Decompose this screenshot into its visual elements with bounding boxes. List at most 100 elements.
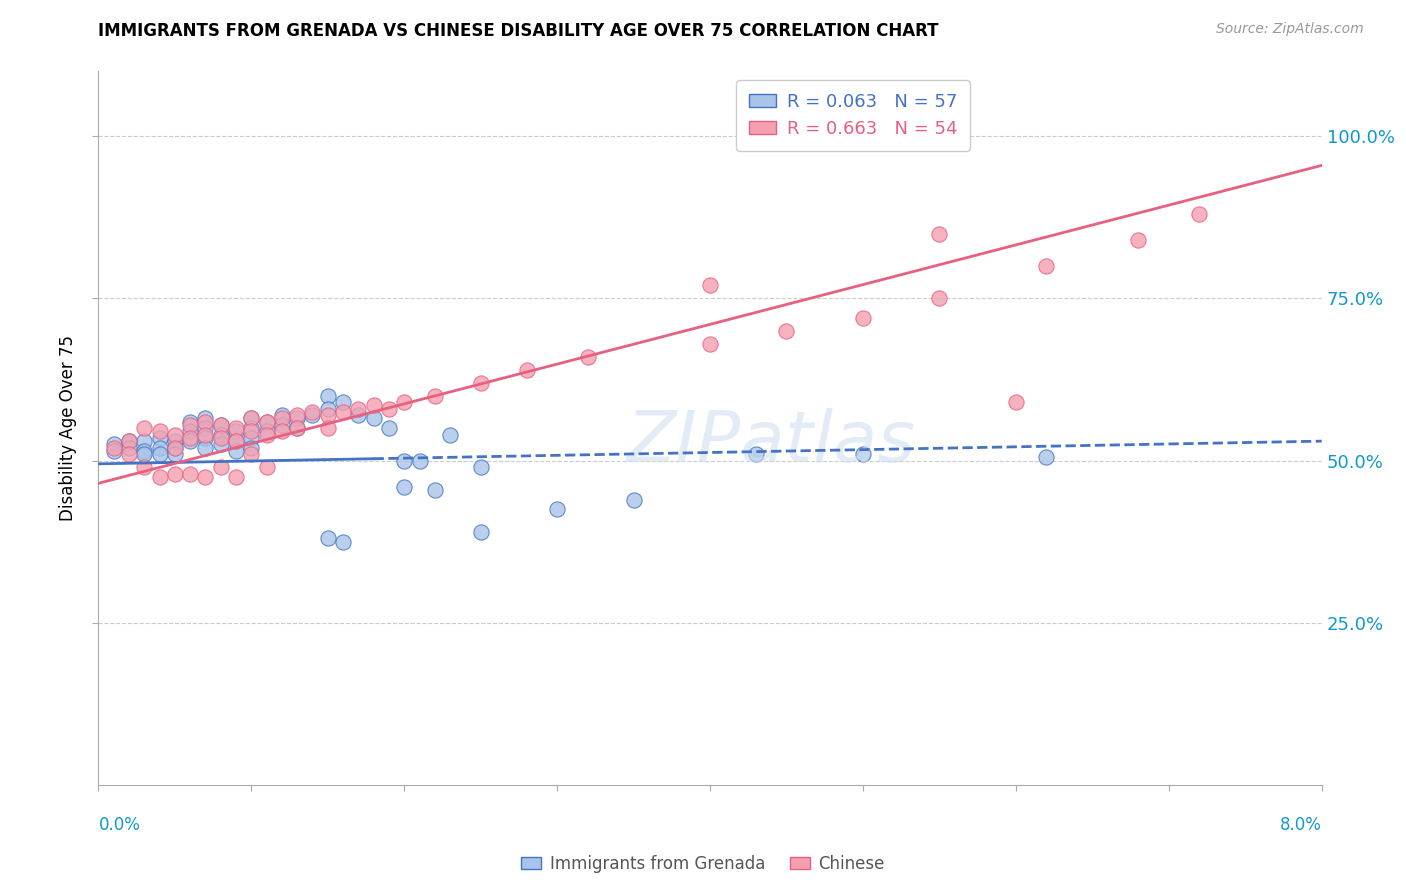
Point: [240, 411, 263, 425]
Point: [316, 401, 339, 416]
Point: [163, 427, 186, 442]
Point: [1035, 450, 1057, 465]
Point: [332, 534, 354, 549]
Point: [118, 441, 141, 455]
Point: [423, 389, 446, 403]
Point: [928, 227, 950, 241]
Point: [470, 376, 492, 390]
Point: [103, 437, 125, 451]
Legend: R = 0.063   N = 57, R = 0.663   N = 54: R = 0.063 N = 57, R = 0.663 N = 54: [737, 80, 970, 151]
Point: [332, 405, 354, 419]
Point: [285, 421, 308, 435]
Point: [240, 431, 263, 445]
Point: [225, 434, 247, 449]
Point: [470, 460, 492, 475]
Point: [134, 434, 156, 449]
Point: [256, 415, 278, 429]
Point: [332, 395, 354, 409]
Point: [163, 434, 186, 449]
Point: [316, 408, 339, 422]
Point: [240, 441, 263, 455]
Point: [240, 411, 263, 425]
Point: [347, 401, 370, 416]
Point: [134, 460, 156, 475]
Point: [408, 453, 430, 467]
Point: [576, 350, 599, 364]
Point: [194, 427, 217, 442]
Point: [316, 389, 339, 403]
Point: [163, 441, 186, 455]
Point: [103, 443, 125, 458]
Point: [270, 417, 294, 432]
Point: [179, 415, 201, 429]
Point: [392, 453, 416, 467]
Point: [270, 425, 294, 439]
Point: [225, 470, 247, 484]
Point: [852, 447, 875, 461]
Point: [194, 441, 217, 455]
Point: [194, 415, 217, 429]
Text: IMMIGRANTS FROM GRENADA VS CHINESE DISABILITY AGE OVER 75 CORRELATION CHART: IMMIGRANTS FROM GRENADA VS CHINESE DISAB…: [98, 22, 939, 40]
Point: [301, 405, 323, 419]
Point: [179, 425, 201, 439]
Text: 0.0%: 0.0%: [98, 816, 141, 834]
Point: [149, 470, 172, 484]
Point: [209, 460, 232, 475]
Point: [240, 421, 263, 435]
Y-axis label: Disability Age Over 75: Disability Age Over 75: [59, 335, 77, 521]
Point: [163, 441, 186, 455]
Point: [149, 447, 172, 461]
Legend: Immigrants from Grenada, Chinese: Immigrants from Grenada, Chinese: [515, 848, 891, 880]
Point: [699, 278, 721, 293]
Point: [301, 408, 323, 422]
Point: [270, 408, 294, 422]
Point: [1188, 207, 1211, 221]
Point: [439, 427, 461, 442]
Point: [134, 447, 156, 461]
Point: [392, 395, 416, 409]
Point: [256, 415, 278, 429]
Point: [118, 434, 141, 449]
Point: [1035, 259, 1057, 273]
Point: [149, 441, 172, 455]
Point: [209, 431, 232, 445]
Text: Source: ZipAtlas.com: Source: ZipAtlas.com: [1216, 22, 1364, 37]
Point: [149, 431, 172, 445]
Point: [516, 363, 538, 377]
Point: [134, 443, 156, 458]
Point: [623, 492, 645, 507]
Point: [209, 427, 232, 442]
Point: [316, 532, 339, 546]
Point: [163, 467, 186, 481]
Point: [928, 292, 950, 306]
Point: [163, 447, 186, 461]
Point: [392, 479, 416, 493]
Point: [285, 421, 308, 435]
Point: [179, 467, 201, 481]
Point: [256, 460, 278, 475]
Text: ZIPatlas: ZIPatlas: [627, 408, 915, 477]
Point: [209, 417, 232, 432]
Point: [256, 427, 278, 442]
Text: 8.0%: 8.0%: [1279, 816, 1322, 834]
Point: [209, 437, 232, 451]
Point: [378, 401, 401, 416]
Point: [363, 411, 385, 425]
Point: [1128, 233, 1150, 247]
Point: [225, 425, 247, 439]
Point: [270, 411, 294, 425]
Point: [256, 425, 278, 439]
Point: [240, 425, 263, 439]
Point: [118, 434, 141, 449]
Point: [285, 411, 308, 425]
Point: [194, 431, 217, 445]
Point: [179, 434, 201, 449]
Point: [149, 425, 172, 439]
Point: [209, 417, 232, 432]
Point: [118, 447, 141, 461]
Point: [240, 447, 263, 461]
Point: [225, 434, 247, 449]
Point: [316, 421, 339, 435]
Point: [852, 310, 875, 325]
Point: [285, 408, 308, 422]
